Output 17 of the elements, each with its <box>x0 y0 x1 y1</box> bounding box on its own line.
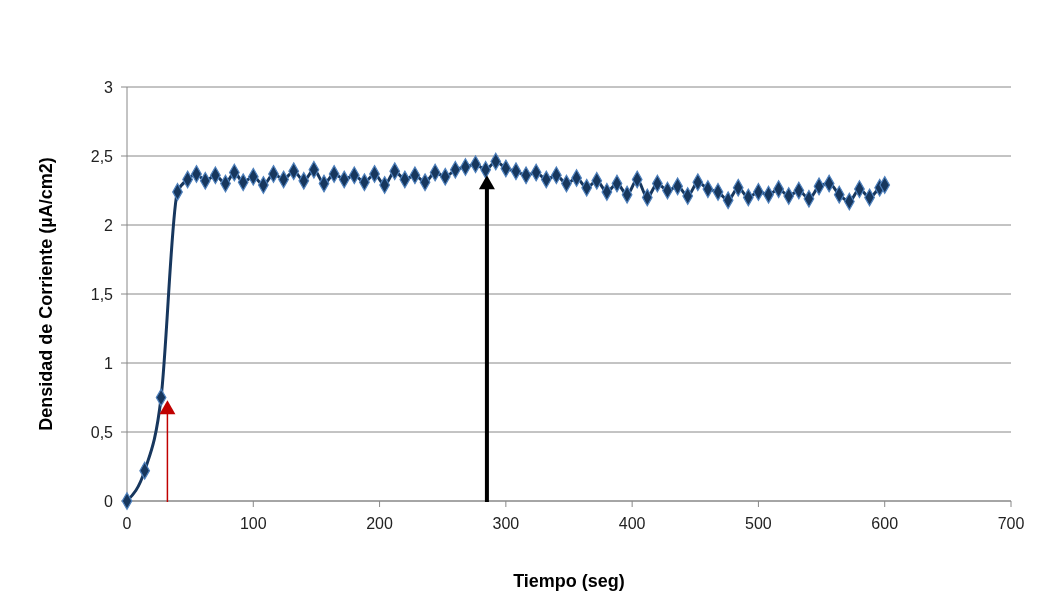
x-tick-label: 600 <box>871 515 899 532</box>
x-tick-label: 300 <box>492 515 520 532</box>
x-tick-label: 500 <box>745 515 772 532</box>
x-axis-title: Tiempo (seg) <box>513 571 625 591</box>
y-tick-label: 1,5 <box>90 285 114 303</box>
y-axis-title: Densidad de Corriente (µA/cm2) <box>36 157 56 431</box>
x-tick-label: 0 <box>122 515 132 532</box>
y-tick-label: 0,5 <box>90 423 114 441</box>
x-tick-label: 700 <box>997 515 1025 532</box>
x-tick-label: 100 <box>239 515 267 532</box>
y-tick-label: 2,5 <box>90 147 114 165</box>
y-tick-label: 3 <box>104 78 114 96</box>
y-tick-label: 1 <box>104 354 114 372</box>
y-tick-label: 2 <box>104 216 114 234</box>
y-tick-label: 0 <box>104 492 114 510</box>
x-tick-label: 400 <box>618 515 646 532</box>
x-tick-label: 200 <box>366 515 394 532</box>
